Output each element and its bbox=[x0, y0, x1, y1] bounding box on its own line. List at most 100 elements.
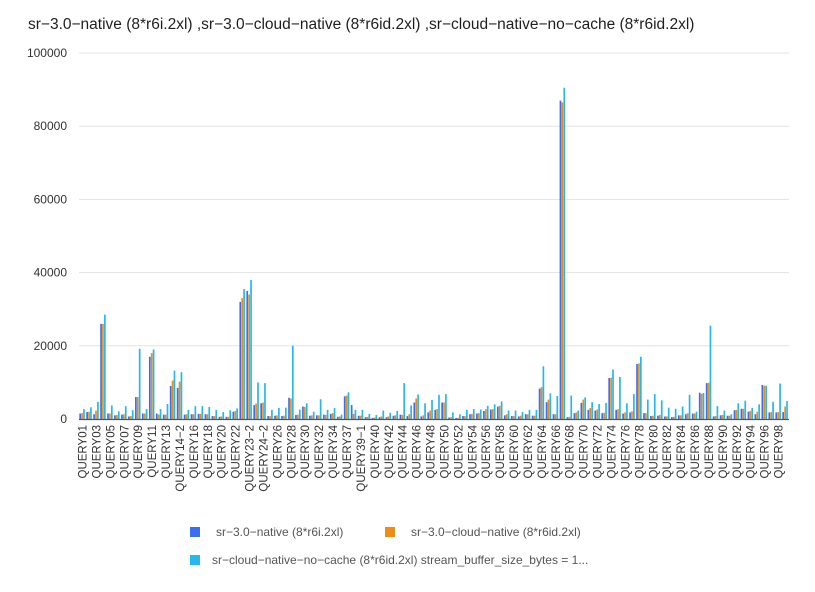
bar-no-cache[interactable] bbox=[549, 393, 552, 419]
legend-item-cloud-native[interactable]: sr−3.0−cloud−native (8*r6id.2xl) bbox=[385, 525, 581, 539]
bar-cloud-native[interactable] bbox=[88, 411, 90, 419]
bar-cloud-native[interactable] bbox=[143, 413, 146, 419]
bar-cloud-native[interactable] bbox=[352, 413, 355, 419]
bar-cloud-native[interactable] bbox=[693, 413, 696, 419]
bar-native[interactable] bbox=[531, 415, 534, 419]
bar-native[interactable] bbox=[747, 411, 750, 419]
bar-no-cache[interactable] bbox=[159, 409, 162, 419]
bar-cloud-native[interactable] bbox=[645, 413, 647, 419]
bar-native[interactable] bbox=[483, 410, 485, 419]
bar-native[interactable] bbox=[712, 416, 715, 419]
bar-no-cache[interactable] bbox=[284, 407, 287, 419]
bar-cloud-native[interactable] bbox=[192, 414, 195, 419]
bar-native[interactable] bbox=[782, 412, 785, 419]
bar-cloud-native[interactable] bbox=[603, 412, 605, 419]
bar-cloud-native[interactable] bbox=[429, 410, 431, 419]
bar-no-cache[interactable] bbox=[702, 393, 705, 419]
bar-no-cache[interactable] bbox=[271, 409, 273, 419]
bar-no-cache[interactable] bbox=[459, 414, 461, 419]
bar-native[interactable] bbox=[253, 405, 256, 419]
bar-native[interactable] bbox=[239, 301, 242, 419]
bar-no-cache[interactable] bbox=[389, 412, 392, 419]
bar-no-cache[interactable] bbox=[688, 394, 691, 419]
bar-no-cache[interactable] bbox=[639, 356, 642, 419]
bar-no-cache[interactable] bbox=[131, 410, 134, 419]
bar-native[interactable] bbox=[740, 408, 743, 419]
bar-no-cache[interactable] bbox=[765, 385, 767, 419]
legend-item-no-cache[interactable]: sr−cloud−native−no−cache (8*r6id.2xl) st… bbox=[190, 553, 588, 567]
bar-native[interactable] bbox=[399, 414, 402, 419]
bar-no-cache[interactable] bbox=[452, 412, 454, 419]
bar-native[interactable] bbox=[406, 416, 409, 419]
bar-native[interactable] bbox=[768, 412, 771, 419]
bar-no-cache[interactable] bbox=[521, 412, 524, 419]
bar-no-cache[interactable] bbox=[194, 406, 197, 419]
bar-native[interactable] bbox=[246, 290, 249, 419]
bar-native[interactable] bbox=[427, 412, 430, 419]
bar-native[interactable] bbox=[295, 414, 297, 419]
bar-cloud-native[interactable] bbox=[241, 298, 244, 419]
bar-native[interactable] bbox=[496, 406, 499, 419]
bar-no-cache[interactable] bbox=[319, 399, 322, 419]
bar-native[interactable] bbox=[141, 413, 144, 419]
bar-no-cache[interactable] bbox=[417, 394, 419, 419]
bar-no-cache[interactable] bbox=[312, 411, 315, 419]
bar-cloud-native[interactable] bbox=[777, 412, 780, 419]
bar-no-cache[interactable] bbox=[333, 408, 336, 419]
bar-native[interactable] bbox=[545, 402, 548, 419]
bar-cloud-native[interactable] bbox=[742, 408, 745, 419]
bar-no-cache[interactable] bbox=[326, 409, 329, 419]
bar-cloud-native[interactable] bbox=[443, 402, 445, 419]
bar-cloud-native[interactable] bbox=[401, 414, 404, 419]
bar-cloud-native[interactable] bbox=[394, 415, 397, 419]
bar-no-cache[interactable] bbox=[716, 406, 719, 419]
bar-native[interactable] bbox=[135, 397, 137, 419]
bar-cloud-native[interactable] bbox=[658, 414, 661, 419]
bar-no-cache[interactable] bbox=[674, 408, 677, 419]
bar-cloud-native[interactable] bbox=[714, 416, 717, 419]
bar-native[interactable] bbox=[322, 414, 325, 419]
bar-cloud-native[interactable] bbox=[81, 413, 83, 419]
bar-cloud-native[interactable] bbox=[631, 411, 633, 419]
bar-native[interactable] bbox=[274, 415, 276, 419]
bar-cloud-native[interactable] bbox=[464, 416, 466, 419]
bar-no-cache[interactable] bbox=[403, 383, 406, 419]
bar-no-cache[interactable] bbox=[500, 401, 503, 419]
bar-cloud-native[interactable] bbox=[345, 395, 348, 419]
bar-native[interactable] bbox=[343, 396, 346, 419]
bar-cloud-native[interactable] bbox=[408, 414, 411, 419]
bar-native[interactable] bbox=[413, 402, 416, 419]
bar-native[interactable] bbox=[698, 392, 701, 419]
bar-cloud-native[interactable] bbox=[721, 414, 724, 419]
bar-no-cache[interactable] bbox=[542, 366, 545, 419]
bar-cloud-native[interactable] bbox=[366, 416, 369, 419]
bar-native[interactable] bbox=[93, 414, 95, 419]
bar-cloud-native[interactable] bbox=[770, 412, 773, 419]
bar-no-cache[interactable] bbox=[438, 394, 440, 419]
bar-no-cache[interactable] bbox=[382, 410, 385, 419]
bar-no-cache[interactable] bbox=[514, 410, 517, 419]
bar-cloud-native[interactable] bbox=[582, 399, 585, 419]
bar-cloud-native[interactable] bbox=[512, 416, 515, 419]
bar-no-cache[interactable] bbox=[431, 399, 433, 419]
bar-native[interactable] bbox=[566, 417, 569, 419]
bar-native[interactable] bbox=[197, 413, 200, 419]
bar-cloud-native[interactable] bbox=[756, 411, 759, 419]
bar-no-cache[interactable] bbox=[563, 87, 566, 420]
bar-native[interactable] bbox=[671, 417, 673, 419]
bar-cloud-native[interactable] bbox=[728, 415, 731, 419]
bar-native[interactable] bbox=[218, 416, 221, 419]
bar-native[interactable] bbox=[100, 323, 102, 419]
bar-cloud-native[interactable] bbox=[450, 417, 452, 419]
bar-cloud-native[interactable] bbox=[213, 416, 216, 419]
bar-native[interactable] bbox=[357, 415, 360, 419]
bar-native[interactable] bbox=[524, 414, 527, 419]
bar-no-cache[interactable] bbox=[758, 404, 761, 419]
bar-cloud-native[interactable] bbox=[672, 416, 675, 419]
bar-no-cache[interactable] bbox=[104, 314, 106, 419]
bar-cloud-native[interactable] bbox=[610, 377, 612, 419]
bar-native[interactable] bbox=[733, 410, 736, 419]
bar-cloud-native[interactable] bbox=[255, 403, 257, 419]
bar-cloud-native[interactable] bbox=[220, 416, 223, 419]
bar-cloud-native[interactable] bbox=[331, 413, 334, 419]
